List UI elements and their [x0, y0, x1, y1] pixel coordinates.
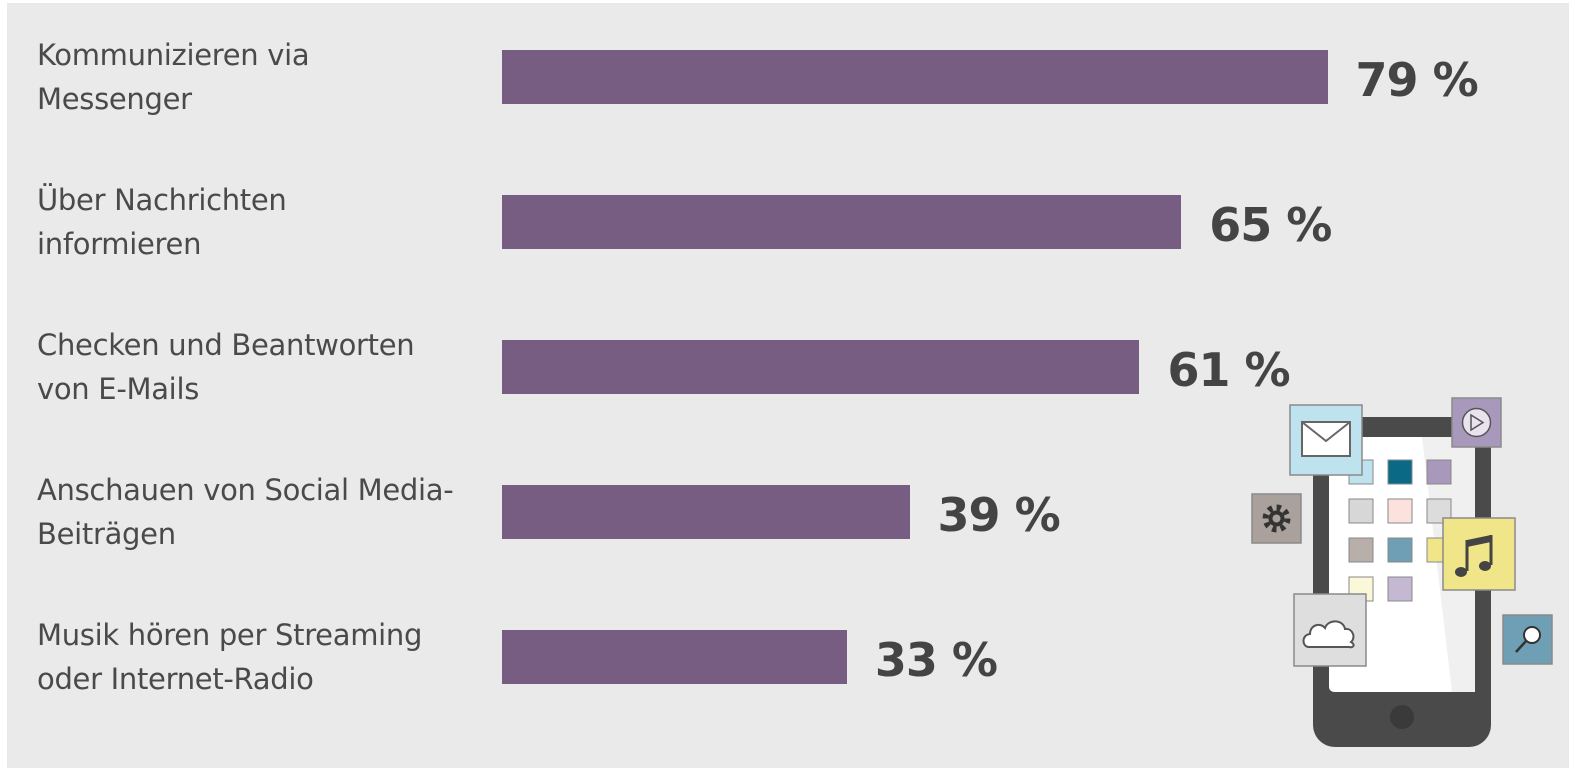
chart-panel: Kommunizieren via Messenger 79 % Über Nach…	[7, 3, 1569, 768]
mail-icon	[1289, 404, 1363, 476]
category-label: Checken und Beantworten von E-Mails	[37, 328, 415, 406]
cloud-icon	[1293, 593, 1367, 667]
smartphone-apps-illustration	[1251, 397, 1553, 747]
category-label: Über Nachrichten informieren	[37, 183, 287, 261]
gear-icon	[1251, 493, 1302, 544]
value-label: 39 %	[937, 488, 1061, 542]
value-label: 33 %	[874, 633, 998, 687]
category-label: Kommunizieren via Messenger	[37, 38, 310, 116]
music-note-icon	[1442, 517, 1516, 591]
bar	[502, 630, 847, 684]
bar	[502, 340, 1140, 394]
play-icon	[1451, 397, 1502, 448]
bar	[502, 50, 1328, 104]
value-label: 65 %	[1209, 198, 1332, 252]
category-label: Anschauen von Social Media- Beiträgen	[37, 473, 454, 551]
bar	[502, 485, 910, 539]
search-icon	[1502, 614, 1553, 665]
value-label: 61 %	[1167, 343, 1290, 397]
category-label: Musik hören per Streaming oder Internet-…	[37, 618, 423, 696]
bar	[502, 195, 1182, 249]
value-label: 79 %	[1355, 53, 1479, 107]
